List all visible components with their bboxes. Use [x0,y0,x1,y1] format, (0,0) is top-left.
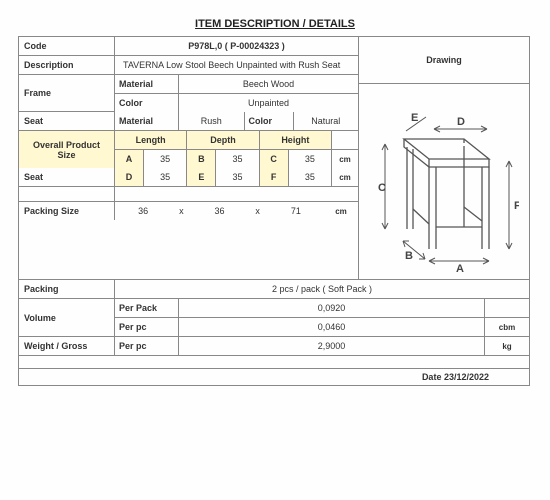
header-unit-blank [332,131,358,149]
label-seat-dims: Seat [19,168,115,186]
label-packing: Packing [19,280,115,298]
dim-b-label: B [187,150,216,168]
pack-x1: x [171,202,191,220]
label-frame-color: Color [115,94,179,112]
dim-e-value: 35 [216,168,259,186]
dim-marker-b: B [405,250,413,262]
label-vol-perpc: Per pc [115,318,179,336]
dim-c-value: 35 [289,150,332,168]
dim-d-label: D [115,168,144,186]
spacer [19,187,115,201]
date-footer: Date 23/12/2022 [19,369,529,385]
label-weight-perpc: Per pc [115,337,179,355]
pack-unit: cm [324,202,358,220]
dim-e-label: E [187,168,216,186]
dim-d-value: 35 [144,168,187,186]
header-length: Length [115,131,187,149]
unit-vol-2: cbm [485,318,529,336]
dim-marker-f: F [514,200,519,212]
pack-x2: x [248,202,268,220]
label-weight: Weight / Gross [19,337,115,355]
label-vol-perpack: Per Pack [115,299,179,317]
label-seat: Seat [19,112,115,130]
dim-unit-1: cm [332,150,358,168]
dim-marker-c: C [378,182,386,194]
value-frame-material: Beech Wood [179,75,358,93]
label-description: Description [19,56,115,74]
dim-a-value: 35 [144,150,187,168]
value-description: TAVERNA Low Stool Beech Unpainted with R… [115,56,358,74]
dim-b-value: 35 [216,150,259,168]
unit-vol-1 [485,299,529,317]
dim-marker-a: A [456,263,464,274]
dim-marker-e: E [411,112,418,124]
label-seat-color: Color [245,112,294,130]
header-height: Height [260,131,332,149]
label-frame-material: Material [115,75,179,93]
label-drawing: Drawing [359,37,529,84]
header-depth: Depth [187,131,259,149]
label-packing-size: Packing Size [19,202,115,220]
pack-h: 71 [268,202,324,220]
label-volume: Volume [19,299,115,336]
value-weight-perpc: 2,9000 [179,337,485,355]
stool-diagram: C F A B E D [369,99,519,274]
value-vol-perpack: 0,0920 [179,299,485,317]
value-frame-color: Unpainted [179,94,358,112]
value-vol-perpc: 0,0460 [179,318,485,336]
label-code: Code [19,37,115,55]
pack-w: 36 [191,202,247,220]
value-seat-material: Rush [179,112,245,130]
dim-a-label: A [115,150,144,168]
dim-f-label: F [260,168,289,186]
drawing-area: C F A B E D [359,84,529,279]
page-title: ITEM DESCRIPTION / DETAILS [18,18,532,30]
value-seat-color: Natural [294,112,359,130]
label-seat-material: Material [115,112,179,130]
pack-l: 36 [115,202,171,220]
value-packing: 2 pcs / pack ( Soft Pack ) [115,280,529,298]
dim-unit-2: cm [332,168,358,186]
dim-marker-d: D [457,116,465,128]
dim-f-value: 35 [289,168,332,186]
label-frame: Frame [19,75,115,112]
dim-c-label: C [260,150,289,168]
spec-sheet: Code P978L,0 ( P-00024323 ) Description … [18,36,530,386]
label-overall-size: Overall Product Size [19,131,115,168]
value-code: P978L,0 ( P-00024323 ) [115,37,358,55]
unit-weight: kg [485,337,529,355]
